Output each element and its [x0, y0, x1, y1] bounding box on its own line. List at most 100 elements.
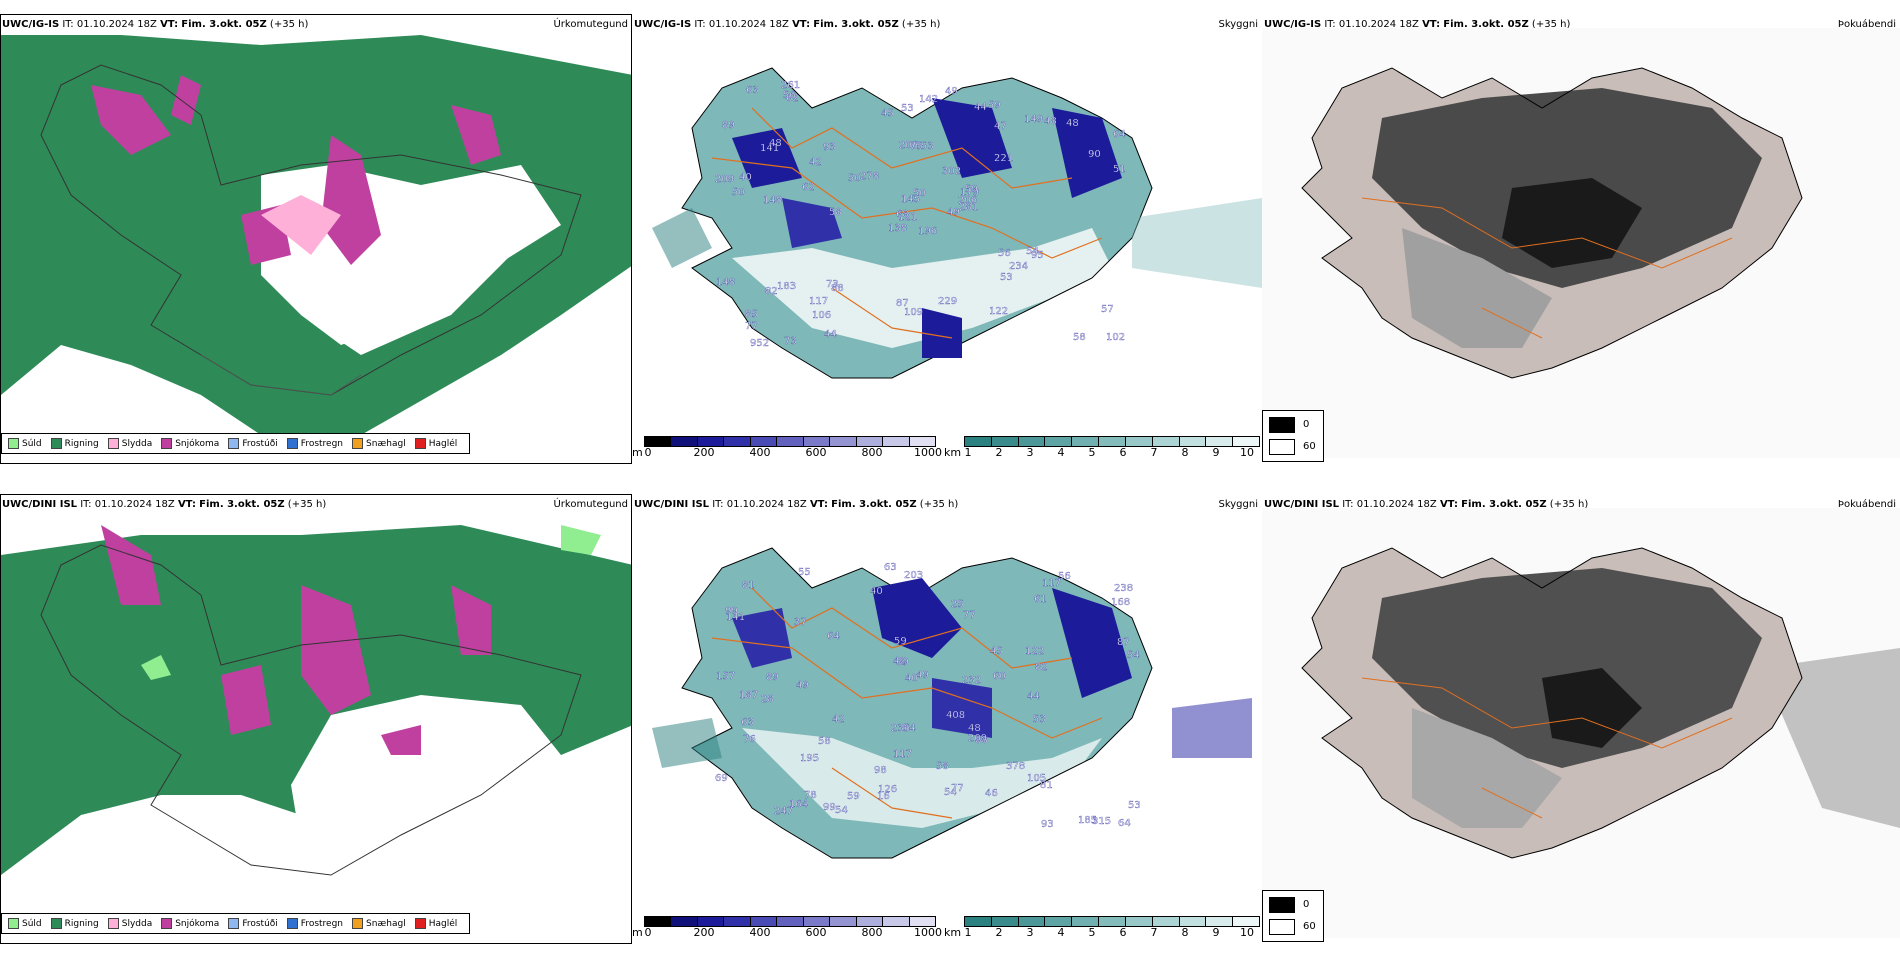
ceiling-height-label: 58	[936, 761, 949, 772]
model-name: UWC/DINI ISL	[2, 499, 78, 510]
it-label: IT:	[80, 499, 92, 510]
ceiling-height-label: 42	[809, 157, 822, 168]
ceiling-height-label: 81	[1040, 780, 1053, 791]
visibility-tick: 4	[1057, 926, 1065, 939]
lead-time: (+35 h)	[919, 499, 959, 510]
ceiling-height-label: 53	[921, 141, 934, 152]
colorbar-step	[991, 437, 1019, 446]
model-name: UWC/IG-IS	[634, 19, 692, 30]
colorbar-step	[1099, 437, 1126, 446]
ceiling-height-label: 48	[769, 138, 782, 149]
vt-label: VT:	[1439, 499, 1458, 510]
model-name: UWC/IG-IS	[1264, 19, 1322, 30]
variable-title: Úrkomutegund	[553, 499, 628, 510]
legend-swatch	[352, 918, 364, 929]
legend-swatch	[8, 918, 19, 929]
ceiling-height-label: 61	[1034, 594, 1047, 605]
ceiling-tick: 1000	[914, 446, 942, 459]
ceiling-height-label: 44	[1027, 691, 1040, 702]
ceiling-height-label: 278	[860, 171, 879, 182]
visibility-tick: 1	[964, 446, 972, 459]
ceiling-height-label: 63	[884, 562, 897, 573]
ceiling-colorbar: m 0 200 400 600 800 1000	[632, 916, 942, 942]
colorbar-step	[803, 917, 831, 926]
ceiling-height-label: 141	[726, 612, 745, 623]
ceiling-height-label: 247	[774, 806, 793, 817]
colorbar-step	[909, 437, 935, 446]
ceiling-height-label: 93	[1041, 819, 1054, 830]
ceiling-tick: 0	[644, 926, 652, 939]
legend-item: Snæhagl	[352, 918, 406, 929]
ceiling-height-label: 229	[938, 296, 957, 307]
ceiling-height-label: 73	[826, 279, 839, 290]
colorbar-step	[965, 437, 992, 446]
legend-item: Slydda	[107, 438, 152, 449]
vt-value: Fim. 3.okt. 05Z	[181, 19, 267, 30]
ceiling-height-label: 40	[905, 673, 918, 684]
ceiling-height-label: 236	[891, 723, 910, 734]
ceiling-height-label: 145	[901, 194, 920, 205]
lead-time: (+35 h)	[287, 499, 327, 510]
lead-time: (+35 h)	[1531, 19, 1571, 30]
ceiling-height-label: 73	[784, 336, 797, 347]
ceiling-height-label: 45	[990, 646, 1003, 657]
precip-type-panel: Súld Rigning Slydda Snjókoma Frostúði Fr…	[0, 494, 632, 944]
colorbar-step	[830, 437, 857, 446]
ceiling-height-label: 89	[722, 120, 735, 131]
legend-item: Slydda	[107, 918, 152, 929]
vt-label: VT:	[160, 19, 179, 30]
ceiling-height-label: 54	[1127, 650, 1140, 661]
ceiling-height-label: 85	[745, 309, 758, 320]
legend-label: Haglél	[428, 438, 458, 449]
ceiling-height-label: 54	[835, 805, 848, 816]
visibility-tick: 8	[1181, 926, 1189, 939]
panel-header: UWC/IG-IS IT: 01.10.2024 18Z VT: Fim. 3.…	[1264, 19, 1896, 30]
visibility-unit: km	[944, 926, 962, 939]
model-name: UWC/DINI ISL	[634, 499, 710, 510]
ceiling-height-label: 54	[944, 787, 957, 798]
colorbar-step	[1072, 917, 1100, 926]
legend-swatch	[414, 438, 426, 449]
legend-item: Haglél	[414, 918, 457, 929]
colorbar-step	[1045, 437, 1073, 446]
ceiling-height-label: 126	[878, 784, 897, 795]
ceiling-height-label: 69	[715, 773, 728, 784]
ceiling-height-label: 82	[765, 286, 778, 297]
ceiling-colorbar: m 0 200 400 600 800 1000	[632, 436, 942, 462]
fog-key-light-swatch	[1269, 439, 1295, 455]
visibility-colorbar: km 1 2 3 4 5 6 7 8 9 10	[944, 436, 1262, 462]
ceiling-height-label: 63	[746, 85, 759, 96]
colorbar-step	[856, 437, 884, 446]
ceiling-height-label: 87	[896, 298, 909, 309]
visibility-tick: 1	[964, 926, 972, 939]
colorbar-step	[724, 917, 751, 926]
visibility-map-svg: 157 203 122 238 99 185 28 77 59 56 49 53 63 141 37 195 7…	[652, 547, 1252, 859]
it-label: IT:	[1324, 19, 1336, 30]
ceiling-height-label: 952	[750, 338, 769, 349]
colorbar-step	[1233, 437, 1259, 446]
ceiling-height-label: 117	[1042, 578, 1061, 589]
ceiling-height-label: 56	[1058, 571, 1071, 582]
it-value: 01.10.2024 18Z	[94, 499, 175, 510]
visibility-tick: 7	[1150, 446, 1158, 459]
ceiling-height-label: 57	[1101, 304, 1114, 315]
legend-label: Rigning	[64, 918, 99, 929]
legend-swatch	[286, 918, 298, 929]
precip-map-svg	[1, 495, 631, 943]
ceiling-height-label: 238	[1114, 583, 1133, 594]
vt-value: Fim. 3.okt. 05Z	[1443, 19, 1529, 30]
ceiling-tick: 400	[749, 446, 771, 459]
variable-title: Þokuábendi	[1837, 499, 1896, 510]
ceiling-height-label: 99	[823, 802, 836, 813]
ceiling-tick: 800	[861, 926, 883, 939]
model-name: UWC/IG-IS	[2, 19, 60, 30]
ceiling-height-label: 78	[804, 790, 817, 801]
fog-key-light-value: 60	[1303, 441, 1316, 452]
visibility-tick: 10	[1240, 926, 1254, 939]
visibility-tick: 4	[1057, 446, 1065, 459]
visibility-tick: 6	[1119, 446, 1127, 459]
legend-swatch	[414, 918, 426, 929]
visibility-panel: UWC/DINI ISL IT: 01.10.2024 18Z VT: Fim.…	[632, 494, 1262, 944]
precip-type-map: Súld Rigning Slydda Snjókoma Frostúði Fr…	[0, 14, 632, 464]
ceiling-height-label: 89	[896, 657, 909, 668]
